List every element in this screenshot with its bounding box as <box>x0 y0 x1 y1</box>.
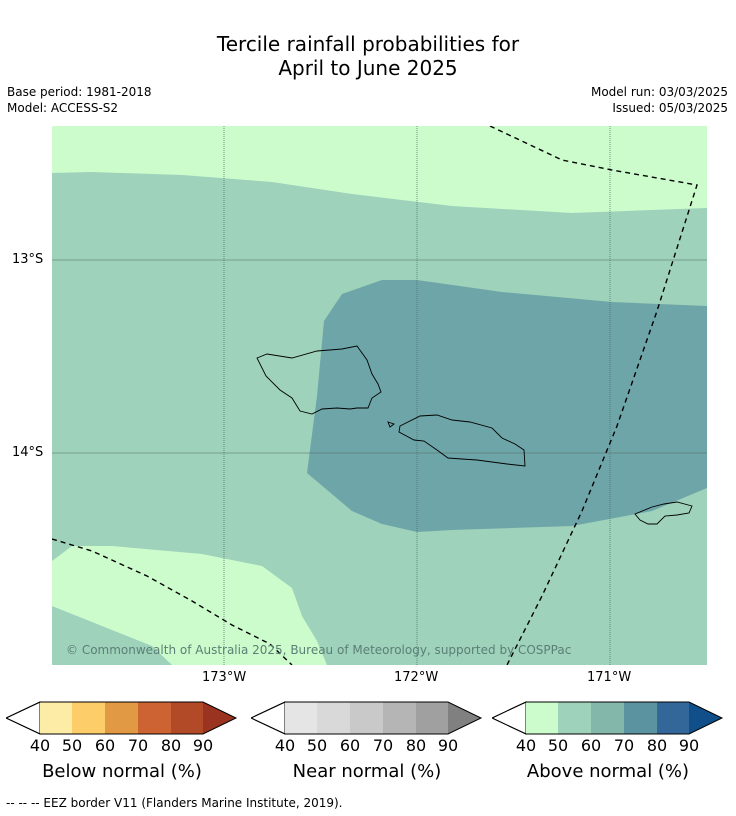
lat-label-13s: 13°S <box>12 252 44 267</box>
map-copyright-text: © Commonwealth of Australia 2025, Bureau… <box>66 643 571 657</box>
lon-label-172w: 172°W <box>394 670 439 685</box>
below-tick-80: 80 <box>160 736 182 755</box>
model-name-text: Model: ACCESS-S2 <box>7 101 119 115</box>
below-colorbar-swatch-3 <box>105 702 138 734</box>
model-run-text: Model run: 03/03/2025 <box>590 85 728 99</box>
below-tick-40: 40 <box>29 736 51 755</box>
base-period-text: Base period: 1981-2018 <box>7 85 152 99</box>
below-tick-50: 50 <box>61 736 83 755</box>
above-tick-80: 80 <box>646 736 668 755</box>
near-tick-60: 60 <box>339 736 361 755</box>
upolu-island-outline <box>398 414 526 467</box>
above-colorbar-upper-arrow <box>689 702 722 734</box>
above-normal-legend-title: Above normal (%) <box>526 761 690 782</box>
eez-border-line-south <box>52 538 293 665</box>
above-colorbar-swatch-5 <box>657 702 689 734</box>
below-colorbar-upper-arrow <box>203 702 236 734</box>
below-colorbar-swatch-4 <box>138 702 171 734</box>
map-above-60-70-region <box>307 280 707 532</box>
above-tick-40: 40 <box>515 736 537 755</box>
near-colorbar-swatch-1 <box>285 702 317 734</box>
savaii-island-outline <box>256 345 382 415</box>
map-latitude-lines <box>52 259 707 454</box>
lon-label-171w: 171°W <box>587 670 632 685</box>
below-normal-legend-title: Below normal (%) <box>42 761 202 782</box>
below-tick-70: 70 <box>127 736 149 755</box>
above-tick-70: 70 <box>613 736 635 755</box>
lat-label-14s: 14°S <box>12 445 44 460</box>
near-colorbar-upper-arrow <box>448 702 481 734</box>
below-colorbar-swatch-5 <box>171 702 203 734</box>
above-colorbar-swatch-4 <box>624 702 657 734</box>
probability-map: © Commonwealth of Australia 2025, Bureau… <box>52 126 707 665</box>
near-tick-50: 50 <box>306 736 328 755</box>
issued-date-text: Issued: 05/03/2025 <box>612 101 728 115</box>
above-colorbar-swatch-3 <box>591 702 624 734</box>
above-tick-90: 90 <box>678 736 700 755</box>
below-colorbar-swatch-2 <box>72 702 105 734</box>
above-colorbar-swatch-1 <box>526 702 558 734</box>
lon-label-173w: 173°W <box>202 670 247 685</box>
near-colorbar-swatch-4 <box>383 702 416 734</box>
near-colorbar-swatch-5 <box>416 702 448 734</box>
tutuila-island-outline <box>634 501 693 525</box>
near-colorbar-lower-arrow <box>251 701 286 735</box>
near-colorbar-swatch-2 <box>317 702 350 734</box>
map-above-50-60-corner <box>52 606 172 665</box>
eez-border-footnote: -- -- -- EEZ border V11 (Flanders Marine… <box>6 796 343 810</box>
below-tick-60: 60 <box>94 736 116 755</box>
below-colorbar-lower-arrow <box>6 701 41 735</box>
map-title-line2: April to June 2025 <box>278 56 458 80</box>
near-tick-80: 80 <box>405 736 427 755</box>
below-colorbar-swatch-1 <box>40 702 72 734</box>
near-tick-70: 70 <box>372 736 394 755</box>
above-tick-60: 60 <box>580 736 602 755</box>
above-colorbar-lower-arrow <box>492 701 527 735</box>
map-title-line1: Tercile rainfall probabilities for <box>216 32 520 56</box>
near-normal-colorbar <box>251 701 483 735</box>
above-normal-colorbar <box>492 701 724 735</box>
near-tick-40: 40 <box>274 736 296 755</box>
near-colorbar-swatch-3 <box>350 702 383 734</box>
below-tick-90: 90 <box>192 736 214 755</box>
near-normal-legend-title: Near normal (%) <box>292 761 442 782</box>
near-tick-90: 90 <box>437 736 459 755</box>
eez-border-line <box>489 126 698 665</box>
above-colorbar-swatch-2 <box>558 702 591 734</box>
small-islet-outline <box>387 421 395 428</box>
above-tick-50: 50 <box>547 736 569 755</box>
below-normal-colorbar <box>6 701 238 735</box>
